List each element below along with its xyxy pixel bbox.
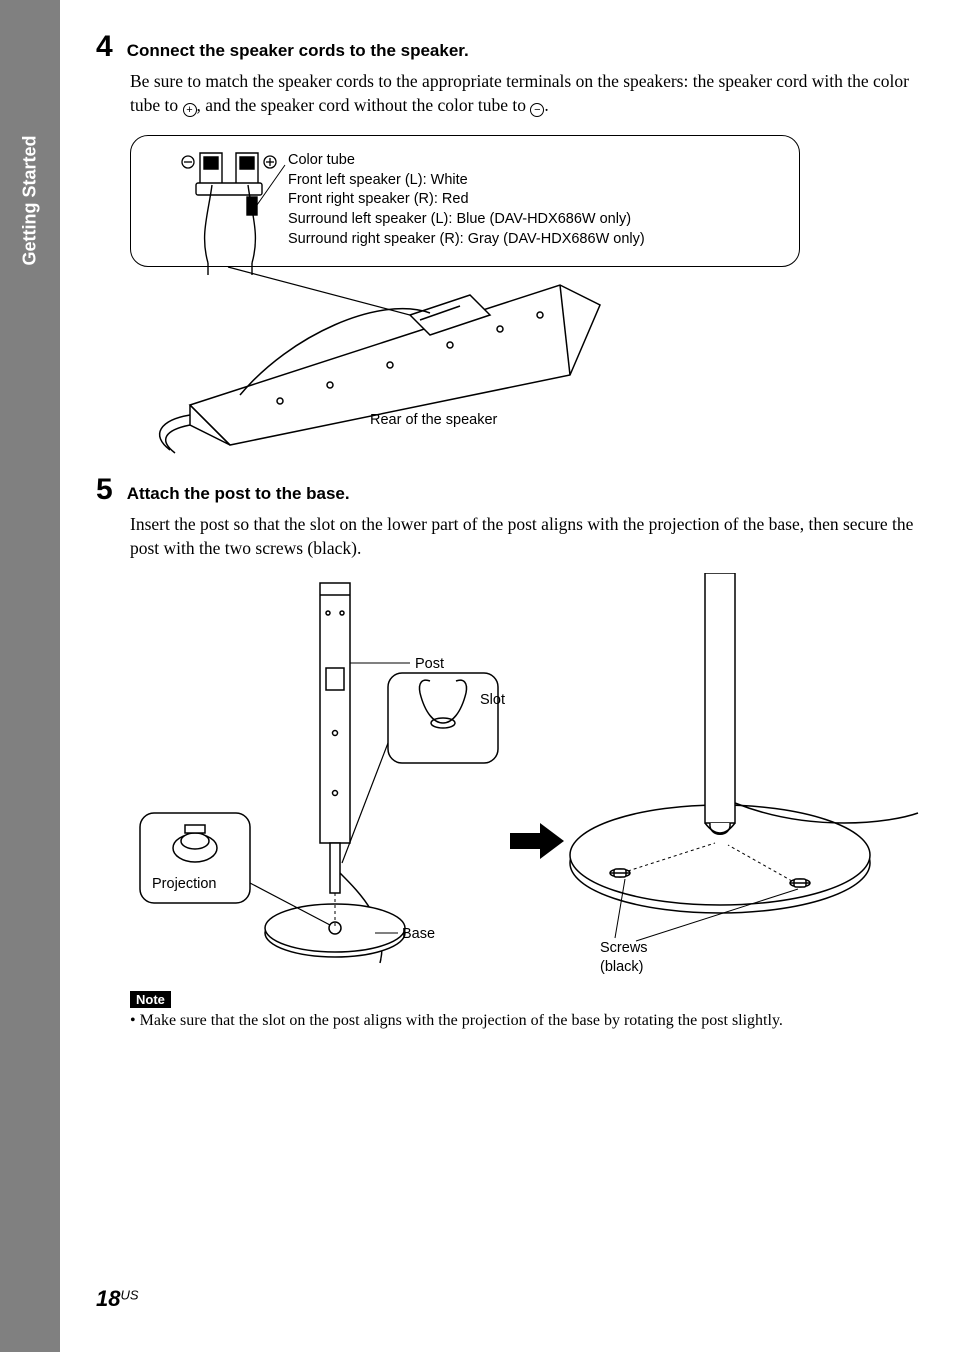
label-fr: Front right speaker (R): Red [288, 190, 788, 210]
plus-symbol-icon: + [183, 103, 197, 117]
step-5-head: 5 Attach the post to the base. [96, 475, 936, 505]
label-post: Post [415, 655, 444, 675]
page-number-region: US [120, 1288, 138, 1303]
callout-labels: Color tube Front left speaker (L): White… [288, 151, 788, 249]
label-slot: Slot [480, 691, 505, 711]
note-text: • Make sure that the slot on the post al… [130, 1012, 936, 1030]
page: Getting Started 4 Connect the speaker co… [0, 0, 954, 1352]
note-block: Note • Make sure that the slot on the po… [130, 991, 936, 1030]
step-5-title: Attach the post to the base. [127, 484, 350, 504]
step-4-body-b: , and the speaker cord without the color… [197, 95, 531, 115]
label-color-tube: Color tube [288, 151, 788, 171]
step-4-body-c: . [544, 95, 548, 115]
side-tab-label: Getting Started [20, 135, 41, 265]
step-4-head: 4 Connect the speaker cords to the speak… [96, 32, 936, 62]
label-base: Base [402, 925, 435, 945]
page-number-n: 18 [96, 1286, 120, 1311]
step-4-number: 4 [96, 32, 113, 62]
note-badge: Note [130, 991, 171, 1008]
label-screws: Screws (black) [600, 939, 648, 978]
note-text-c: Make sure that the slot on the post alig… [140, 1012, 783, 1029]
step-4: 4 Connect the speaker cords to the speak… [96, 32, 936, 455]
label-sl: Surround left speaker (L): Blue (DAV-HDX… [288, 210, 788, 230]
step-5-number: 5 [96, 475, 113, 505]
page-number: 18US [96, 1286, 139, 1312]
figure-speaker-cords: Color tube Front left speaker (L): White… [130, 135, 810, 455]
side-tab: Getting Started [0, 0, 60, 1352]
content-area: 4 Connect the speaker cords to the speak… [96, 32, 936, 1050]
label-fl: Front left speaker (L): White [288, 171, 788, 191]
label-sr: Surround right speaker (R): Gray (DAV-HD… [288, 230, 788, 250]
step-4-title: Connect the speaker cords to the speaker… [127, 41, 469, 61]
minus-symbol-icon: − [530, 103, 544, 117]
step-5: 5 Attach the post to the base. Insert th… [96, 475, 936, 1029]
figure-post-base: Post Slot Projection Base Screws (black) [130, 573, 920, 973]
step-4-body: Be sure to match the speaker cords to th… [130, 70, 936, 117]
step-5-body: Insert the post so that the slot on the … [130, 513, 936, 560]
label-rear: Rear of the speaker [370, 411, 497, 431]
label-projection: Projection [152, 875, 216, 895]
post-base-svg [130, 573, 920, 983]
